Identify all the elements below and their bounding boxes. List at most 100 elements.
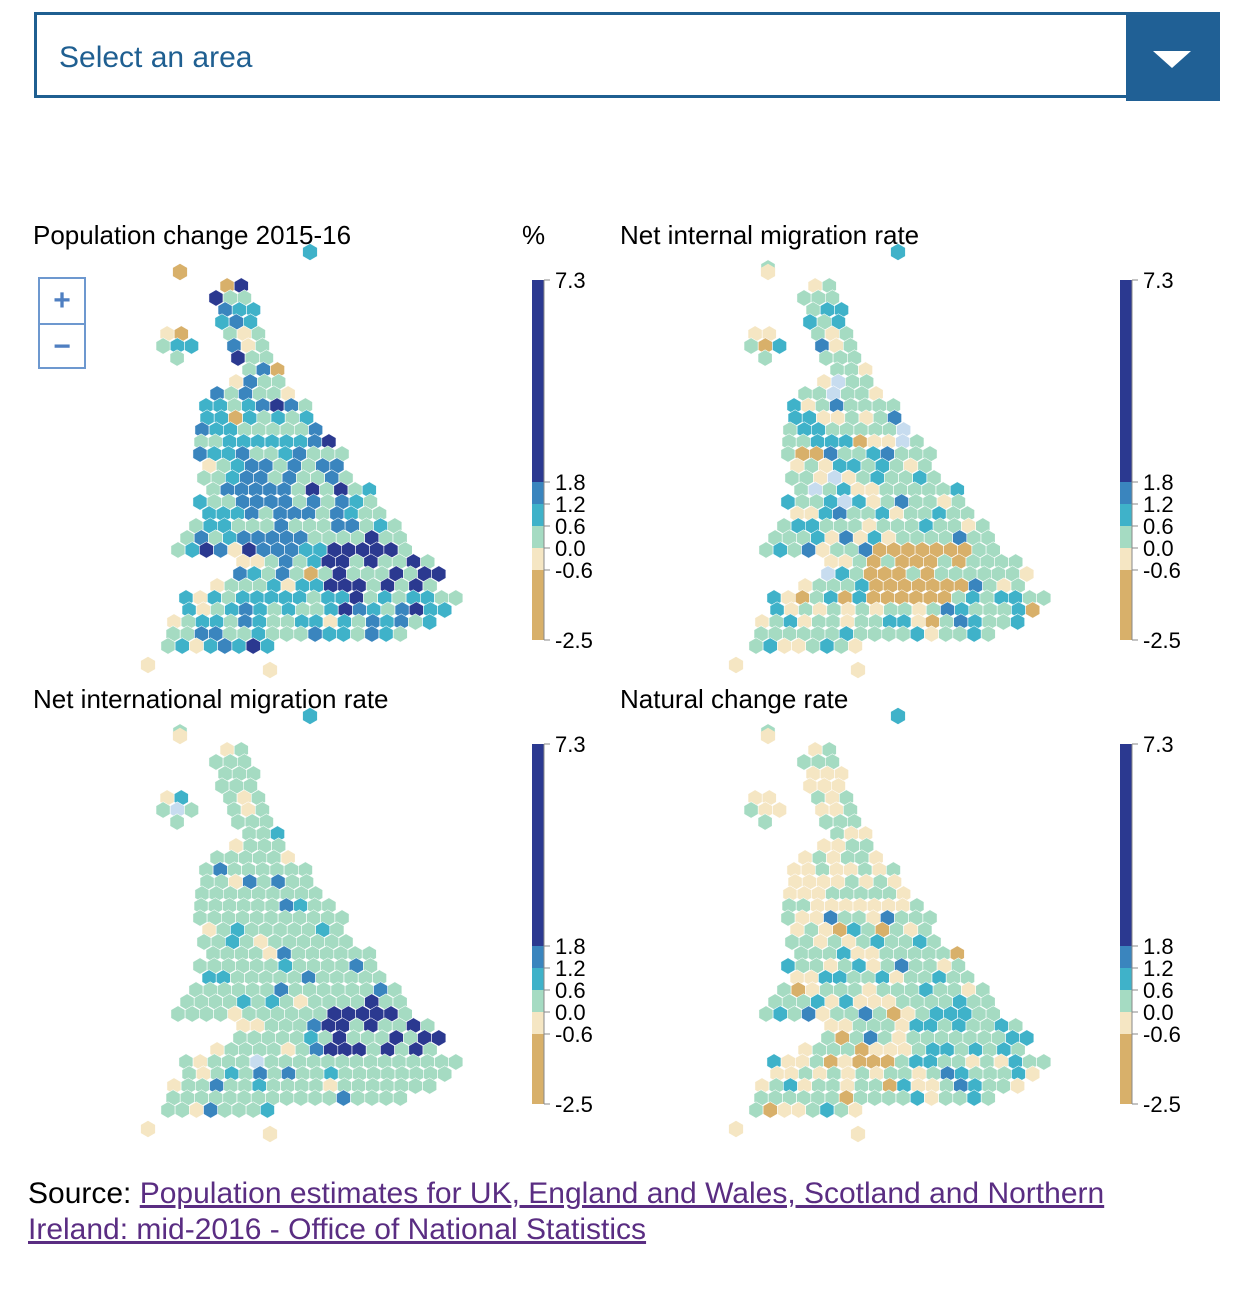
hex-area[interactable] bbox=[938, 625, 954, 643]
hex-area[interactable] bbox=[307, 625, 323, 643]
hex-area[interactable] bbox=[909, 625, 925, 643]
hex-area[interactable] bbox=[850, 661, 866, 679]
hex-area[interactable] bbox=[881, 625, 897, 643]
hex-area[interactable] bbox=[448, 1053, 464, 1071]
hex-area[interactable] bbox=[796, 753, 812, 771]
zoom-out-button[interactable]: − bbox=[53, 330, 71, 363]
hex-area[interactable] bbox=[867, 625, 883, 643]
hex-area[interactable] bbox=[307, 1089, 323, 1107]
hex-area[interactable] bbox=[422, 1077, 437, 1095]
hex-area[interactable] bbox=[780, 957, 796, 975]
area-select[interactable]: Select an area bbox=[34, 12, 1220, 101]
hex-area[interactable] bbox=[924, 1089, 939, 1107]
hex-area[interactable] bbox=[431, 1029, 447, 1047]
hex-area[interactable] bbox=[966, 625, 982, 643]
hex-area[interactable] bbox=[169, 349, 185, 367]
hex-area[interactable] bbox=[848, 637, 863, 655]
hex-area[interactable] bbox=[1025, 601, 1041, 619]
hex-map-natural-change[interactable] bbox=[728, 707, 1068, 1143]
hex-area[interactable] bbox=[184, 801, 199, 819]
hex-area[interactable] bbox=[758, 1005, 774, 1023]
hex-map-net-internal[interactable] bbox=[728, 243, 1068, 679]
hex-area[interactable] bbox=[408, 613, 423, 631]
hex-area[interactable] bbox=[172, 727, 188, 745]
hex-area[interactable] bbox=[448, 589, 464, 607]
hex-area[interactable] bbox=[302, 243, 318, 261]
hex-area[interactable] bbox=[895, 1089, 911, 1107]
hex-area[interactable] bbox=[966, 1089, 982, 1107]
hex-area[interactable] bbox=[172, 263, 188, 281]
hex-area[interactable] bbox=[780, 493, 796, 511]
hex-area[interactable] bbox=[881, 1089, 897, 1107]
hex-area[interactable] bbox=[1019, 565, 1035, 583]
hex-area[interactable] bbox=[760, 263, 776, 281]
hex-area[interactable] bbox=[867, 1089, 883, 1107]
hex-area[interactable] bbox=[392, 1089, 408, 1107]
hex-area[interactable] bbox=[924, 625, 939, 643]
hex-map-population-change[interactable] bbox=[140, 243, 480, 679]
hex-area[interactable] bbox=[184, 337, 199, 355]
hex-area[interactable] bbox=[909, 1089, 925, 1107]
hex-area[interactable] bbox=[952, 1089, 968, 1107]
hex-area[interactable] bbox=[140, 656, 156, 674]
zoom-in-button[interactable]: + bbox=[40, 279, 84, 325]
source-link[interactable]: Population estimates for UK, England and… bbox=[28, 1177, 1105, 1246]
hex-area[interactable] bbox=[996, 1077, 1011, 1095]
hex-area[interactable] bbox=[772, 801, 787, 819]
area-select-toggle-button[interactable] bbox=[1126, 12, 1220, 101]
hex-area[interactable] bbox=[1010, 613, 1025, 631]
hex-area[interactable] bbox=[170, 541, 186, 559]
hex-area[interactable] bbox=[350, 625, 366, 643]
hex-area[interactable] bbox=[772, 337, 787, 355]
hex-area[interactable] bbox=[980, 1089, 996, 1107]
hex-area[interactable] bbox=[260, 637, 275, 655]
hex-area[interactable] bbox=[350, 1089, 366, 1107]
hex-area[interactable] bbox=[293, 625, 309, 643]
hex-area[interactable] bbox=[431, 565, 447, 583]
hex-area[interactable] bbox=[279, 625, 295, 643]
hex-area[interactable] bbox=[293, 1089, 309, 1107]
hex-area[interactable] bbox=[758, 541, 774, 559]
hex-area[interactable] bbox=[208, 753, 224, 771]
hex-area[interactable] bbox=[321, 625, 337, 643]
hex-area[interactable] bbox=[757, 813, 773, 831]
hex-area[interactable] bbox=[980, 625, 996, 643]
hex-area[interactable] bbox=[260, 1101, 275, 1119]
hex-area[interactable] bbox=[938, 1089, 954, 1107]
hex-area[interactable] bbox=[757, 349, 773, 367]
hex-area[interactable] bbox=[952, 625, 968, 643]
hex-area[interactable] bbox=[728, 656, 744, 674]
hex-area[interactable] bbox=[890, 243, 906, 261]
hex-area[interactable] bbox=[392, 625, 408, 643]
hex-area[interactable] bbox=[169, 813, 185, 831]
hex-area[interactable] bbox=[192, 493, 208, 511]
hex-area[interactable] bbox=[208, 289, 224, 307]
hex-area[interactable] bbox=[760, 727, 776, 745]
hex-area[interactable] bbox=[192, 957, 208, 975]
hex-area[interactable] bbox=[378, 1089, 394, 1107]
hex-area[interactable] bbox=[437, 1065, 453, 1083]
hex-area[interactable] bbox=[364, 1089, 380, 1107]
hex-map-net-international[interactable] bbox=[140, 707, 480, 1143]
hex-area[interactable] bbox=[1036, 589, 1052, 607]
hex-area[interactable] bbox=[850, 1125, 866, 1143]
hex-area[interactable] bbox=[408, 1077, 423, 1095]
hex-area[interactable] bbox=[890, 707, 906, 725]
hex-area[interactable] bbox=[1010, 1077, 1025, 1095]
hex-area[interactable] bbox=[796, 289, 812, 307]
hex-area[interactable] bbox=[364, 625, 380, 643]
hex-area[interactable] bbox=[378, 625, 394, 643]
hex-area[interactable] bbox=[422, 613, 437, 631]
hex-area[interactable] bbox=[1019, 1029, 1035, 1047]
hex-area[interactable] bbox=[437, 601, 453, 619]
hex-area[interactable] bbox=[848, 1101, 863, 1119]
hex-area[interactable] bbox=[321, 1089, 337, 1107]
hex-area[interactable] bbox=[336, 625, 351, 643]
hex-area[interactable] bbox=[140, 1120, 156, 1138]
hex-area[interactable] bbox=[1025, 1065, 1041, 1083]
hex-area[interactable] bbox=[895, 625, 911, 643]
hex-area[interactable] bbox=[262, 1125, 278, 1143]
hex-area[interactable] bbox=[279, 1089, 295, 1107]
hex-area[interactable] bbox=[336, 1089, 351, 1107]
hex-area[interactable] bbox=[1036, 1053, 1052, 1071]
